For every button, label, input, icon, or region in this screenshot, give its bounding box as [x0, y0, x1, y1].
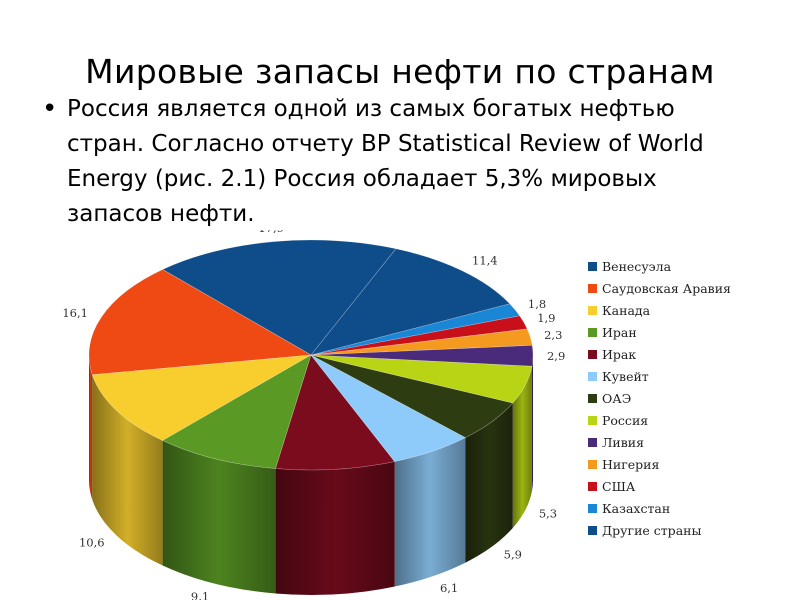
- legend-swatch: [588, 305, 597, 315]
- legend-swatch: [588, 415, 597, 425]
- data-label-оаэ: 5,9: [504, 548, 522, 562]
- pie-labels: 17,916,110,69,18,76,15,95,32,92,31,91,81…: [62, 230, 565, 600]
- legend-swatch: [588, 283, 597, 293]
- pie-side-саудовская-аравия: [89, 355, 93, 500]
- legend-swatch: [588, 459, 597, 469]
- legend-label: ОАЭ: [602, 390, 632, 406]
- pie-side-канада: [92, 374, 163, 566]
- legend-label: Ливия: [602, 434, 645, 450]
- pie-sides: [89, 355, 533, 595]
- data-label-казахстан: 1,8: [528, 297, 546, 311]
- legend-label: Канада: [602, 302, 651, 318]
- legend-item-сша: США: [588, 475, 731, 497]
- pie-slice-кувейт: [310, 354, 467, 462]
- pie-slice-россия: [310, 354, 533, 404]
- legend-item-канада: Канада: [588, 299, 731, 321]
- pie-slice-венесуэла: [161, 239, 397, 356]
- legend-swatch: [588, 261, 597, 271]
- data-label-другие-страны: 11,4: [472, 254, 498, 268]
- pie-slice-другие-страны: [310, 248, 511, 356]
- pie-slice-казахстан: [310, 303, 521, 356]
- legend-swatch: [588, 525, 597, 535]
- legend-item-иран: Иран: [588, 321, 731, 343]
- data-label-саудовская-аравия: 16,1: [62, 306, 88, 320]
- bullet-paragraph: • Россия является одной из самых богатых…: [40, 92, 760, 232]
- legend-item-россия: Россия: [588, 409, 731, 431]
- pie-side-ирак: [275, 461, 395, 595]
- legend-label: Казахстан: [602, 500, 671, 516]
- pie-slice-канада: [91, 354, 312, 441]
- pie-slice-нигерия: [310, 328, 533, 356]
- pie-side-россия: [512, 366, 532, 528]
- legend-label: Ирак: [602, 346, 637, 362]
- chart-legend: Венесуэла Саудовская Аравия Канада Иран Ирак…: [588, 255, 731, 541]
- data-label-канада: 10,6: [79, 536, 105, 550]
- data-label-сша: 1,9: [537, 311, 555, 325]
- pie-slice-оаэ: [310, 354, 514, 438]
- legend-item-саудовская-аравия: Саудовская Аравия: [588, 277, 731, 299]
- data-label-ливия: 2,9: [547, 349, 565, 363]
- legend-label: Нигерия: [602, 456, 660, 472]
- pie-side-иран: [162, 440, 276, 594]
- legend-label: Иран: [602, 324, 637, 340]
- bullet-text: Россия является одной из самых богатых н…: [67, 96, 704, 227]
- legend-item-оаэ: ОАЭ: [588, 387, 731, 409]
- legend-item-ирак: Ирак: [588, 343, 731, 365]
- pie-slice-ливия: [310, 344, 534, 367]
- data-label-кувейт: 6,1: [440, 581, 458, 595]
- pie-slice-иран: [161, 354, 312, 469]
- legend-label: США: [602, 478, 636, 494]
- legend-swatch: [588, 481, 597, 491]
- data-label-россия: 5,3: [539, 507, 557, 521]
- legend-swatch: [588, 503, 597, 513]
- legend-item-кувейт: Кувейт: [588, 365, 731, 387]
- pie-side-ливия: [531, 355, 533, 492]
- legend-swatch: [588, 327, 597, 337]
- legend-swatch: [588, 349, 597, 359]
- legend-item-казахстан: Казахстан: [588, 497, 731, 519]
- pie-chart: 17,916,110,69,18,76,15,95,32,92,31,91,81…: [62, 230, 565, 600]
- legend-item-другие-страны: Другие страны: [588, 519, 731, 541]
- bullet-icon: •: [42, 94, 58, 124]
- legend-swatch: [588, 393, 597, 403]
- legend-swatch: [588, 371, 597, 381]
- slide-title: Мировые запасы нефти по странам: [85, 52, 715, 92]
- legend-label: Другие страны: [602, 522, 702, 538]
- pie-slice-саудовская-аравия: [88, 269, 312, 376]
- pie-side-кувейт: [394, 437, 466, 587]
- data-label-венесуэла: 17,9: [258, 230, 284, 235]
- legend-item-нигерия: Нигерия: [588, 453, 731, 475]
- legend-item-венесуэла: Венесуэла: [588, 255, 731, 277]
- legend-label: Россия: [602, 412, 649, 428]
- legend-item-ливия: Ливия: [588, 431, 731, 453]
- legend-label: Венесуэла: [602, 258, 672, 274]
- data-label-иран: 9,1: [191, 589, 209, 600]
- legend-swatch: [588, 437, 597, 447]
- pie-slice-ирак: [275, 354, 396, 471]
- legend-label: Кувейт: [602, 368, 649, 384]
- pie-tops: [88, 239, 534, 471]
- legend-label: Саудовская Аравия: [602, 280, 731, 296]
- pie-slice-сша: [310, 315, 528, 356]
- pie-side-оаэ: [465, 402, 513, 563]
- data-label-нигерия: 2,3: [544, 328, 562, 342]
